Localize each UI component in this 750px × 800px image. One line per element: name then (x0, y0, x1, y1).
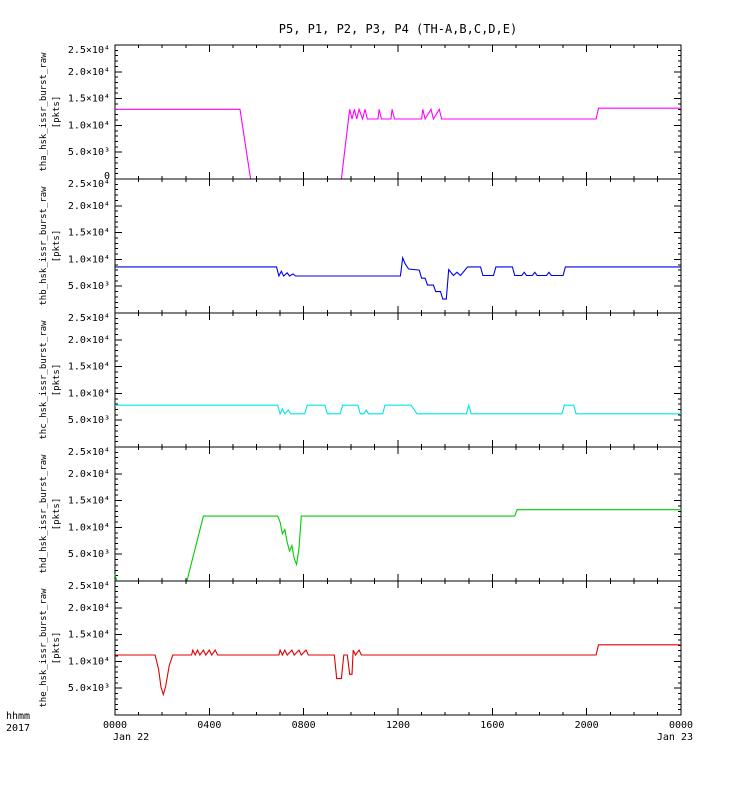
panel-ylabel-units-thc: [pkts] (52, 364, 62, 397)
panel-frame-the (114, 580, 682, 716)
panel-frame-thc (114, 312, 682, 448)
ytick-label-thc: 2.5×10⁴ (68, 313, 110, 324)
panel-ylabel-tha: tha_hsk_issr_burst_raw (39, 52, 49, 172)
xtick-label: 0400 (197, 720, 221, 731)
series-line-thb (115, 255, 681, 300)
ytick-label-thc: 1.0×10⁴ (68, 388, 110, 399)
ytick-label-the: 2.5×10⁴ (68, 581, 110, 592)
ytick-label-thb: 2.5×10⁴ (68, 179, 110, 190)
ytick-label-the: 1.0×10⁴ (68, 656, 110, 667)
ytick-label-tha: 1.0×10⁴ (68, 120, 110, 131)
series-line-tha (115, 107, 681, 180)
date-end-label: Jan 23 (657, 732, 693, 743)
series-line-the (115, 644, 681, 697)
panel-ylabel-the: the_hsk_issr_burst_raw (39, 588, 49, 708)
xtick-label: 0000 (669, 720, 693, 731)
ytick-label-thb: 1.5×10⁴ (68, 228, 110, 239)
panel-frame-thd (114, 446, 682, 582)
panel-ylabel-thb: thb_hsk_issr_burst_raw (39, 186, 49, 306)
xtick-label: 1600 (480, 720, 504, 731)
x-axis-year-label: 2017 (6, 723, 31, 734)
ytick-label-thd: 1.0×10⁴ (68, 522, 110, 533)
ytick-label-tha: 1.5×10⁴ (68, 94, 110, 105)
panel-ylabel-units-thd: [pkts] (52, 498, 62, 531)
panel-ylabel-units-tha: [pkts] (52, 96, 62, 129)
panel-ylabel-units-thb: [pkts] (52, 230, 62, 263)
ytick-label-thb: 1.0×10⁴ (68, 254, 110, 265)
panel-frame-thb (114, 178, 682, 314)
ytick-label-thd: 2.5×10⁴ (68, 447, 110, 458)
ytick-label-thb: 5.0×10³ (68, 281, 110, 292)
date-start-label: Jan 22 (113, 732, 149, 743)
ytick-label-the: 1.5×10⁴ (68, 630, 110, 641)
ytick-label-thd: 5.0×10³ (68, 549, 110, 560)
ytick-label-the: 2.0×10⁴ (68, 603, 110, 614)
xtick-label: 2000 (575, 720, 599, 731)
ytick-label-thb: 2.0×10⁴ (68, 201, 110, 212)
ytick-label-the: 5.0×10³ (68, 683, 110, 694)
ytick-label-thd: 2.0×10⁴ (68, 469, 110, 480)
xtick-label: 1200 (386, 720, 410, 731)
ytick-label-thc: 5.0×10³ (68, 415, 110, 426)
ytick-label-thc: 1.5×10⁴ (68, 362, 110, 373)
chart-title: P5, P1, P2, P3, P4 (TH-A,B,C,D,E) (278, 22, 518, 36)
xtick-label: 0000 (103, 720, 127, 731)
ytick-label-tha: 5.0×10³ (68, 147, 110, 158)
xtick-label: 0800 (292, 720, 316, 731)
panel-ylabel-thd: thd_hsk_issr_burst_raw (39, 454, 49, 574)
ytick-label-thc: 2.0×10⁴ (68, 335, 110, 346)
panel-frame-tha (114, 44, 682, 180)
ytick-label-tha: 0 (104, 171, 110, 182)
panel-ylabel-units-the: [pkts] (52, 632, 62, 665)
ytick-label-tha: 2.5×10⁴ (68, 45, 110, 56)
series-line-thc (115, 403, 681, 416)
series-line-thd (114, 509, 681, 582)
panel-ylabel-thc: thc_hsk_issr_burst_raw (39, 320, 49, 440)
x-axis-format-label: hhmm (6, 711, 31, 722)
ytick-label-thd: 1.5×10⁴ (68, 496, 110, 507)
ytick-label-tha: 2.0×10⁴ (68, 67, 110, 78)
